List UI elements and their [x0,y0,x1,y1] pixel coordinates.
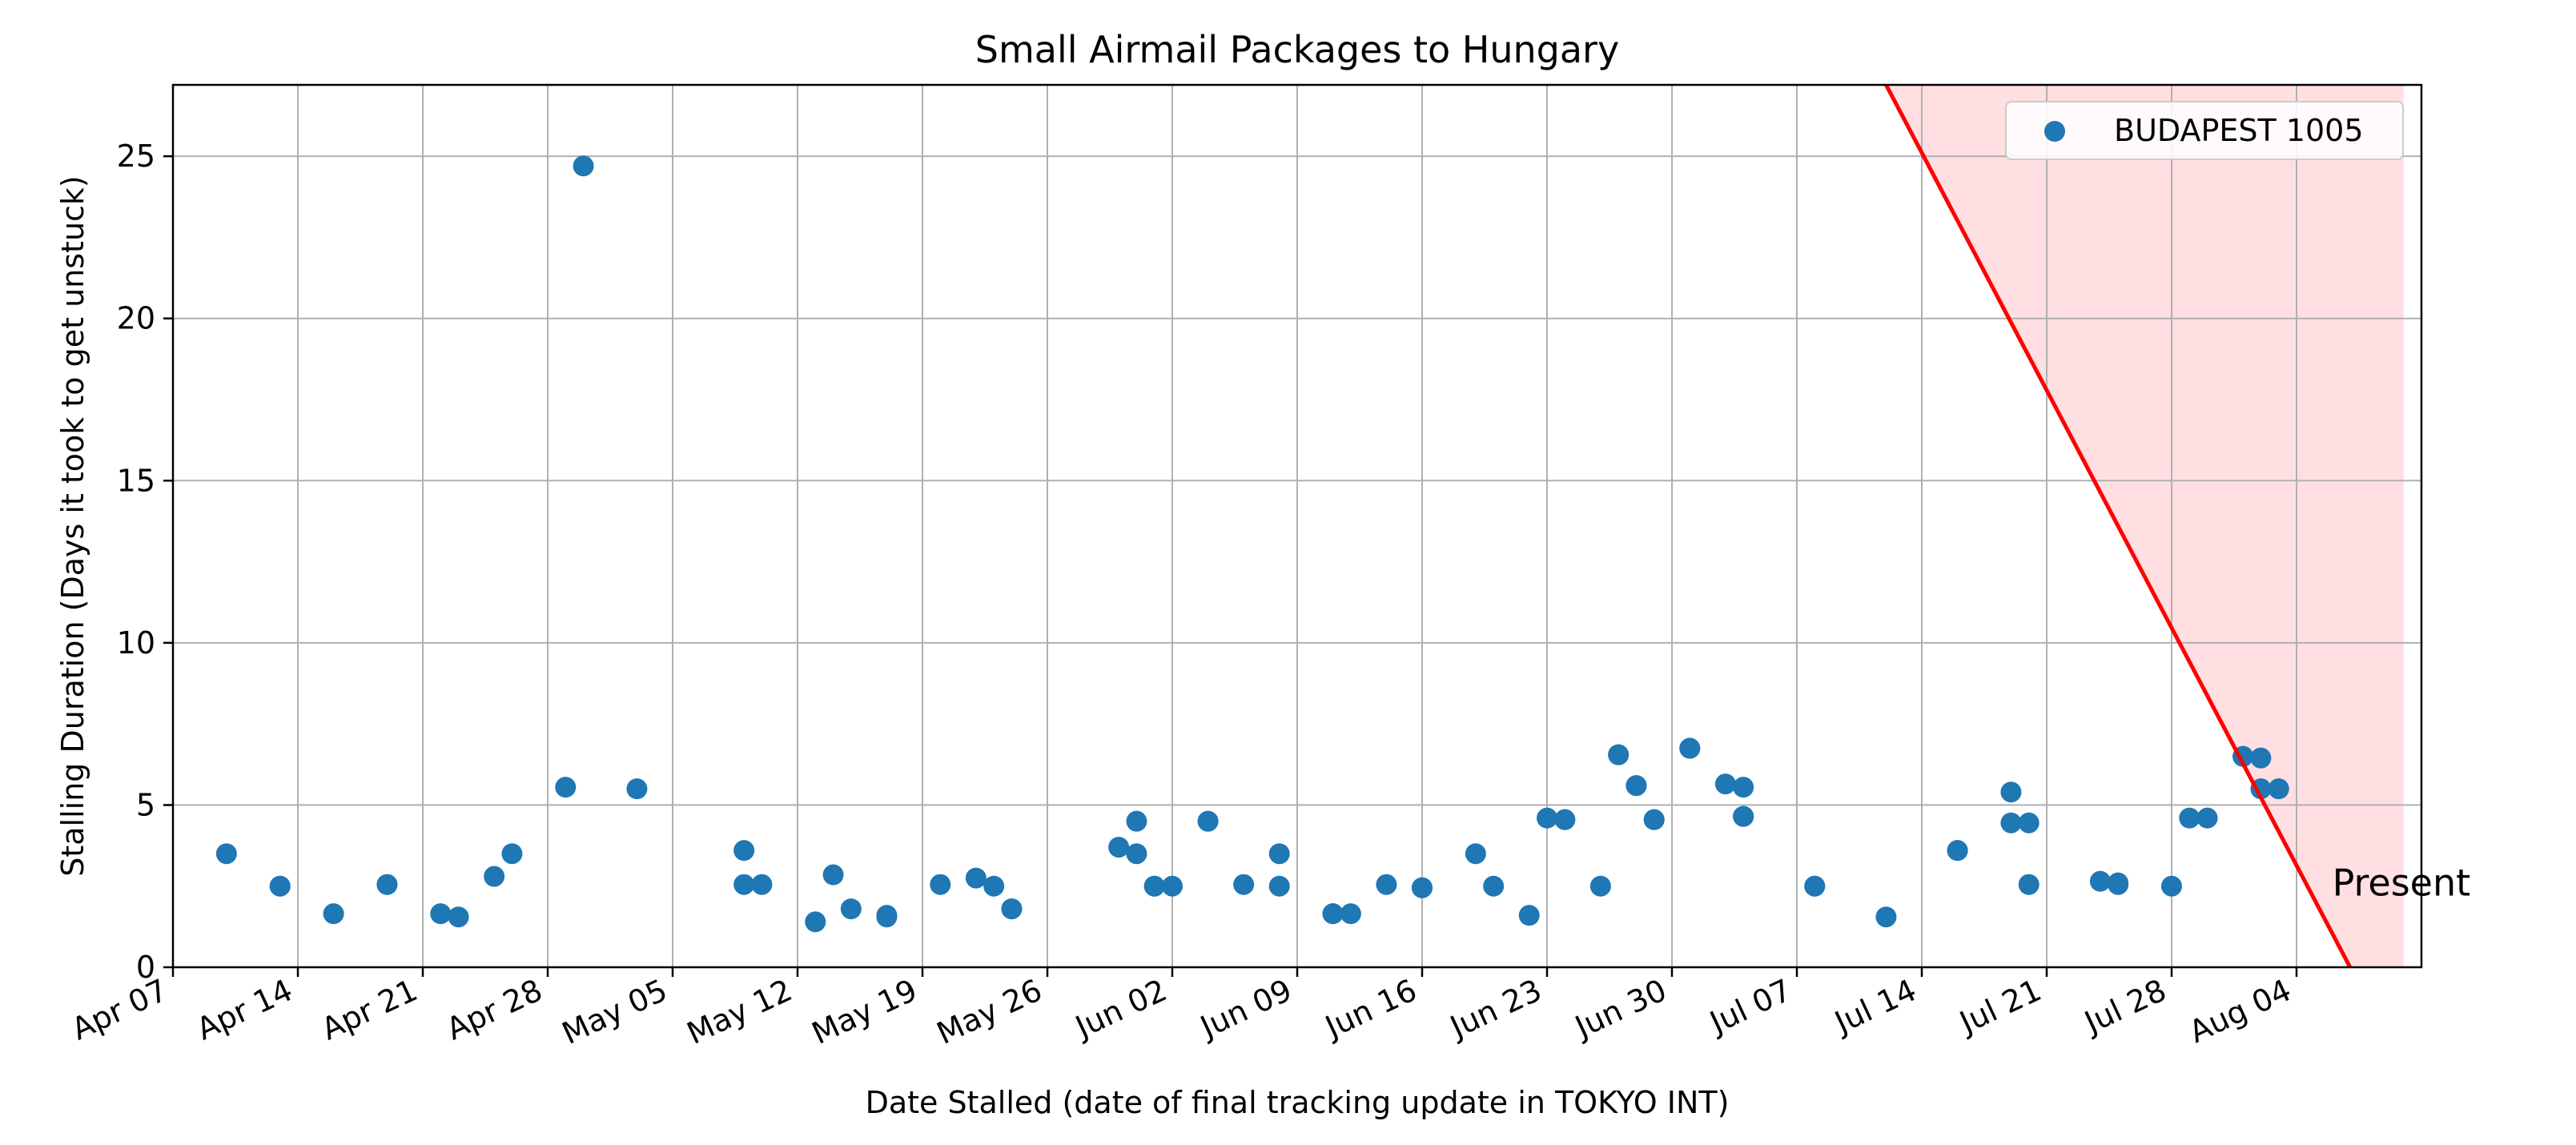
shade-layer [1886,85,2404,967]
data-point [1608,744,1630,765]
annotation-line-layer [1884,83,2353,969]
data-point [1340,903,1361,925]
data-point [2089,870,2111,892]
data-point [1626,775,1647,797]
data-point [1714,773,1736,795]
data-point [930,874,951,895]
data-point [1733,806,1754,827]
points-layer [215,155,2289,933]
data-point [2196,807,2218,829]
data-point [1465,843,1486,865]
legend-marker [2044,121,2065,142]
data-point [2108,874,2129,895]
data-point [1322,903,1344,925]
data-point [1268,843,1290,865]
chart-title: Small Airmail Packages to Hungary [975,28,1619,71]
y-tick-label: 20 [117,301,155,336]
data-point [822,864,844,886]
data-point [1733,777,1754,798]
data-point [573,155,594,177]
data-point [965,867,987,889]
data-point [376,874,398,895]
data-point [840,898,862,920]
data-point [1126,843,1147,865]
data-point [269,875,291,897]
y-tick-label: 15 [117,463,155,498]
data-point [1483,875,1505,897]
data-point [876,906,898,928]
data-point [1126,810,1147,832]
data-point [1001,898,1023,920]
data-point [323,903,344,925]
y-tick-label: 25 [117,139,155,174]
y-tick-label: 10 [117,625,155,661]
data-point [1162,875,1183,897]
legend: BUDAPEST 1005 [2005,101,2404,160]
legend-box [2005,101,2404,160]
data-point [1412,877,1433,898]
data-point [1679,737,1701,759]
data-point [733,874,755,895]
data-point [2161,875,2182,897]
data-point [2179,807,2200,829]
data-point [555,777,577,798]
data-point [1537,807,1557,829]
data-point [215,843,237,865]
data-point [1518,905,1540,926]
present-trend-line [1884,83,2353,969]
data-point [2018,874,2040,895]
data-point [2268,778,2289,800]
data-point [983,875,1005,897]
data-point [1376,874,1397,895]
y-tick-label: 5 [136,787,155,822]
legend-label: BUDAPEST 1005 [2114,113,2364,148]
data-point [2250,747,2272,769]
data-point [484,866,505,887]
data-point [1947,840,1968,862]
data-point [1268,875,1290,897]
data-point [1197,810,1219,832]
data-point [1554,809,1576,830]
data-point [751,874,773,895]
data-point [501,843,523,865]
y-axis-label: Stalling Duration (Days it took to get u… [55,175,90,877]
data-point [2000,812,2022,834]
data-point [626,778,648,800]
data-point [1804,875,1826,897]
present-shaded-region [1886,85,2404,967]
data-point [1143,875,1165,897]
data-point [448,906,469,928]
y-ticks: 0 5 10 15 20 25 [117,139,173,985]
data-point [1108,837,1130,858]
data-point [1643,809,1665,830]
data-point [2018,812,2040,834]
data-point [1875,906,1897,928]
data-point [733,840,755,862]
data-point [805,911,826,933]
data-point [430,903,452,925]
data-point [2000,781,2022,803]
data-point [1233,874,1255,895]
data-point [1589,875,1611,897]
x-axis-label: Date Stalled (date of final tracking upd… [866,1085,1730,1120]
present-label: Present [2333,862,2471,905]
y-tick-label: 0 [136,950,155,985]
